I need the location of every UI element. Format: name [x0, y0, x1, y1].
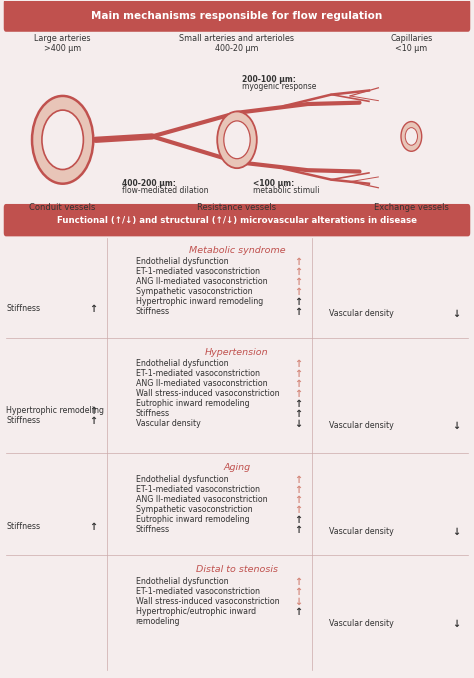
Text: Distal to stenosis: Distal to stenosis: [196, 565, 278, 574]
Text: Stiffness: Stiffness: [6, 304, 40, 313]
FancyBboxPatch shape: [4, 0, 470, 32]
Text: Hypertrophic inward remodeling: Hypertrophic inward remodeling: [136, 297, 263, 306]
Text: ↓: ↓: [452, 309, 460, 319]
Text: ET-1-mediated vasoconstriction: ET-1-mediated vasoconstriction: [136, 485, 260, 494]
Text: Vascular density: Vascular density: [136, 419, 201, 428]
Circle shape: [217, 111, 257, 168]
Text: ↑: ↑: [294, 297, 302, 307]
Text: Stiffness: Stiffness: [136, 410, 170, 418]
Text: Stiffness: Stiffness: [136, 307, 170, 316]
Text: ↑: ↑: [294, 586, 302, 597]
Text: Vascular density: Vascular density: [329, 309, 393, 318]
Text: Vascular density: Vascular density: [329, 619, 393, 628]
Circle shape: [401, 121, 422, 151]
Text: ET-1-mediated vasoconstriction: ET-1-mediated vasoconstriction: [136, 370, 260, 378]
Text: ↓: ↓: [452, 421, 460, 431]
Text: Endothelial dysfunction: Endothelial dysfunction: [136, 475, 228, 483]
Text: remodeling: remodeling: [136, 617, 180, 626]
Text: Wall stress-induced vasoconstriction: Wall stress-induced vasoconstriction: [136, 389, 279, 398]
Text: Hypertension: Hypertension: [205, 348, 269, 357]
Text: Wall stress-induced vasoconstriction: Wall stress-induced vasoconstriction: [136, 597, 279, 605]
Text: ↑: ↑: [294, 287, 302, 297]
Text: ↑: ↑: [294, 577, 302, 586]
Text: ↑: ↑: [294, 257, 302, 267]
Text: Hypertrophic remodeling: Hypertrophic remodeling: [6, 406, 104, 415]
Text: myogenic response: myogenic response: [242, 81, 316, 91]
Text: ANG II-mediated vasoconstriction: ANG II-mediated vasoconstriction: [136, 277, 267, 286]
Text: ↓: ↓: [294, 597, 302, 607]
Text: ↑: ↑: [294, 515, 302, 525]
Text: ↓: ↓: [452, 619, 460, 629]
Text: Stiffness: Stiffness: [6, 521, 40, 531]
Text: ↑: ↑: [89, 304, 97, 315]
Text: Functional (↑/↓) and structural (↑/↓) microvascular alterations in disease: Functional (↑/↓) and structural (↑/↓) mi…: [57, 216, 417, 224]
Text: ↑: ↑: [294, 525, 302, 535]
Text: Conduit vessels: Conduit vessels: [29, 203, 96, 212]
Text: ET-1-mediated vasoconstriction: ET-1-mediated vasoconstriction: [136, 586, 260, 596]
Text: Vascular density: Vascular density: [329, 527, 393, 536]
Circle shape: [42, 110, 83, 170]
FancyBboxPatch shape: [4, 204, 470, 237]
Text: ↓: ↓: [294, 419, 302, 429]
Text: ET-1-mediated vasoconstriction: ET-1-mediated vasoconstriction: [136, 267, 260, 277]
Text: ↑: ↑: [294, 359, 302, 370]
Text: ↑: ↑: [89, 416, 97, 426]
Text: Aging: Aging: [223, 463, 251, 473]
Text: Exchange vessels: Exchange vessels: [374, 203, 449, 212]
Text: Capillaries
<10 μm: Capillaries <10 μm: [390, 34, 432, 53]
Text: Vascular density: Vascular density: [329, 421, 393, 431]
Text: Stiffness: Stiffness: [6, 416, 40, 425]
Text: metabolic stimuli: metabolic stimuli: [254, 186, 320, 195]
Circle shape: [224, 121, 250, 159]
Text: Endothelial dysfunction: Endothelial dysfunction: [136, 359, 228, 368]
Text: Stiffness: Stiffness: [136, 525, 170, 534]
Text: ↑: ↑: [294, 277, 302, 287]
Text: ↑: ↑: [294, 379, 302, 389]
Text: ↑: ↑: [294, 495, 302, 504]
Text: ↑: ↑: [294, 485, 302, 495]
Text: ↑: ↑: [89, 521, 97, 532]
Text: ↑: ↑: [294, 307, 302, 317]
Text: 200-100 μm:: 200-100 μm:: [242, 75, 296, 84]
Text: Eutrophic inward remodeling: Eutrophic inward remodeling: [136, 515, 249, 523]
Text: ↑: ↑: [294, 475, 302, 485]
Text: Metabolic syndrome: Metabolic syndrome: [189, 246, 285, 255]
Text: ↑: ↑: [294, 389, 302, 399]
Text: ↑: ↑: [294, 370, 302, 379]
Text: Endothelial dysfunction: Endothelial dysfunction: [136, 577, 228, 586]
Text: ANG II-mediated vasoconstriction: ANG II-mediated vasoconstriction: [136, 495, 267, 504]
Text: Hypertrophic/eutrophic inward: Hypertrophic/eutrophic inward: [136, 607, 256, 616]
Circle shape: [32, 96, 93, 184]
Text: 400-200 μm:: 400-200 μm:: [121, 179, 175, 188]
Text: ↑: ↑: [294, 410, 302, 419]
Text: Sympathetic vasoconstriction: Sympathetic vasoconstriction: [136, 287, 252, 296]
Text: Sympathetic vasoconstriction: Sympathetic vasoconstriction: [136, 504, 252, 514]
Text: Small arteries and arterioles
400-20 μm: Small arteries and arterioles 400-20 μm: [180, 34, 294, 53]
Text: ↑: ↑: [294, 267, 302, 277]
Text: <100 μm:: <100 μm:: [254, 179, 295, 188]
Text: Main mechanisms responsible for flow regulation: Main mechanisms responsible for flow reg…: [91, 11, 383, 20]
Text: flow-mediated dilation: flow-mediated dilation: [121, 186, 208, 195]
Text: ↑: ↑: [294, 504, 302, 515]
Text: Resistance vessels: Resistance vessels: [198, 203, 276, 212]
Text: Large arteries
>400 μm: Large arteries >400 μm: [35, 34, 91, 53]
Text: ↑: ↑: [89, 406, 97, 416]
Circle shape: [405, 127, 418, 145]
Text: ↓: ↓: [452, 527, 460, 537]
Text: Endothelial dysfunction: Endothelial dysfunction: [136, 257, 228, 266]
Text: ANG II-mediated vasoconstriction: ANG II-mediated vasoconstriction: [136, 379, 267, 388]
Text: Eutrophic inward remodeling: Eutrophic inward remodeling: [136, 399, 249, 408]
Text: ↑: ↑: [294, 399, 302, 410]
Text: ↑: ↑: [294, 607, 302, 617]
